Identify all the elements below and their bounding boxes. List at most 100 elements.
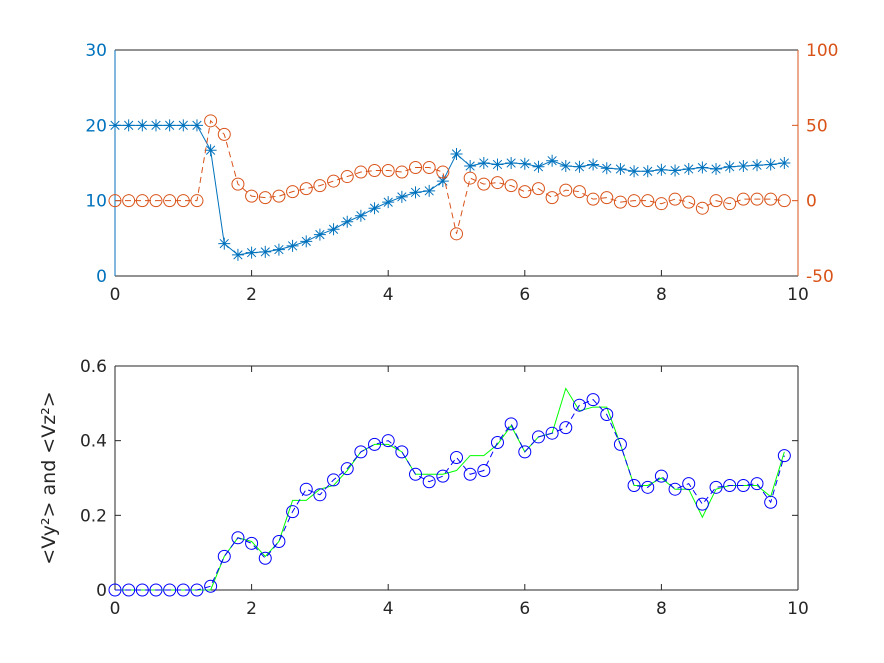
y2-tick-label: 100 — [806, 41, 838, 61]
marker — [613, 195, 627, 209]
marker — [504, 179, 518, 193]
marker — [531, 182, 545, 196]
marker — [436, 165, 450, 179]
marker — [436, 175, 449, 188]
marker — [736, 192, 750, 206]
marker — [491, 158, 504, 171]
marker — [354, 445, 368, 459]
marker — [122, 583, 136, 597]
marker — [450, 450, 463, 464]
series-line — [115, 399, 785, 591]
marker — [723, 478, 737, 492]
marker — [614, 163, 627, 176]
marker — [600, 162, 613, 175]
marker — [464, 160, 477, 173]
marker — [286, 239, 299, 252]
marker — [764, 192, 778, 206]
marker — [655, 163, 668, 176]
y-tick-label: 0.4 — [80, 432, 107, 452]
marker — [176, 194, 190, 208]
marker — [518, 445, 532, 459]
marker — [627, 478, 641, 492]
marker — [450, 147, 463, 160]
y-tick-label: 0.6 — [80, 357, 107, 377]
marker — [286, 505, 300, 519]
marker — [709, 194, 723, 208]
marker — [231, 248, 244, 261]
marker — [272, 534, 286, 548]
y-tick-label: 10 — [85, 192, 107, 212]
marker — [695, 201, 709, 215]
marker — [217, 549, 231, 563]
marker — [313, 488, 327, 502]
marker — [327, 473, 341, 487]
marker — [723, 160, 736, 173]
marker — [149, 119, 162, 132]
marker — [122, 194, 136, 208]
marker — [190, 194, 204, 208]
marker — [272, 243, 285, 256]
marker — [381, 434, 395, 448]
marker — [463, 171, 477, 185]
marker — [477, 464, 491, 478]
x-tick-label: 6 — [519, 599, 530, 619]
marker — [190, 583, 204, 597]
marker — [135, 583, 149, 597]
marker — [327, 174, 341, 188]
marker — [109, 119, 121, 132]
marker — [313, 228, 326, 241]
marker — [395, 190, 408, 203]
marker — [750, 477, 764, 491]
marker — [641, 480, 655, 494]
marker — [177, 119, 190, 132]
marker — [340, 170, 354, 184]
y2-tick-label: 50 — [806, 116, 828, 136]
y2-tick-label: 0 — [806, 192, 817, 212]
marker — [572, 185, 586, 199]
marker — [504, 417, 518, 431]
series-line — [115, 119, 785, 234]
x-tick-label: 0 — [110, 599, 121, 619]
marker — [217, 127, 231, 141]
marker — [258, 191, 272, 205]
marker — [395, 165, 409, 179]
marker — [259, 245, 272, 258]
marker — [559, 421, 573, 435]
marker — [409, 186, 422, 199]
marker — [559, 160, 572, 173]
marker — [163, 583, 177, 597]
y2-tick-label: -50 — [806, 267, 834, 287]
marker — [777, 194, 791, 208]
marker — [299, 482, 313, 496]
marker — [423, 184, 436, 197]
x-tick-label: 10 — [787, 599, 809, 619]
marker — [613, 437, 627, 451]
marker — [778, 157, 791, 169]
marker — [546, 154, 559, 167]
marker — [709, 480, 723, 494]
marker — [505, 157, 518, 169]
series-line — [115, 124, 785, 256]
marker — [231, 177, 245, 191]
marker — [381, 164, 395, 178]
marker — [108, 583, 122, 597]
marker — [764, 158, 777, 171]
marker — [545, 191, 559, 205]
marker — [559, 183, 573, 197]
marker — [627, 194, 641, 208]
marker — [531, 430, 545, 444]
marker — [628, 165, 641, 178]
marker — [136, 119, 149, 132]
marker — [586, 192, 600, 206]
marker — [354, 165, 368, 179]
marker — [463, 467, 477, 481]
x-tick-label: 2 — [246, 285, 257, 305]
marker — [245, 536, 259, 550]
marker — [135, 194, 149, 208]
marker — [477, 157, 490, 169]
marker — [490, 176, 504, 190]
marker — [299, 182, 313, 196]
marker — [190, 119, 203, 132]
marker — [572, 398, 586, 412]
marker — [422, 161, 436, 175]
